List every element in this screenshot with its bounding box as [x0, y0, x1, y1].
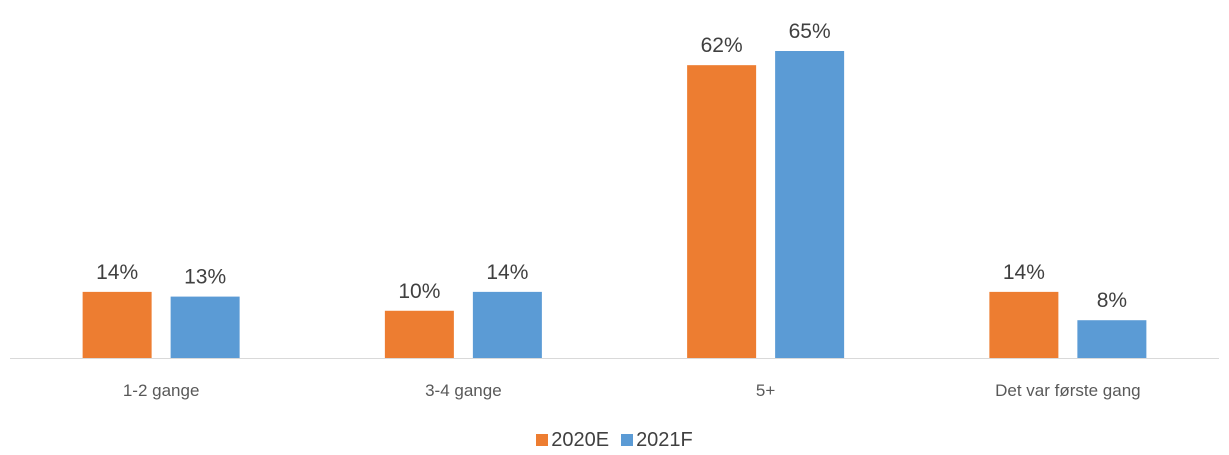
- bar-series-2-cat-1: [170, 296, 240, 358]
- bar-series-2-cat-3: [775, 51, 845, 358]
- value-label-series-1-cat-3: 62%: [701, 34, 743, 57]
- value-label-series-1-cat-1: 14%: [96, 261, 138, 284]
- value-label-series-2-cat-1: 13%: [184, 266, 226, 289]
- category-label-4: Det var første gang: [995, 381, 1141, 400]
- category-labels-group: 1-2 gange 3-4 gange 5+ Det var første gang: [123, 381, 1141, 400]
- value-labels-group: 14% 13% 10% 14% 62% 65% 14% 8%: [96, 20, 1127, 312]
- bar-series-2-cat-4: [1077, 320, 1147, 358]
- value-label-series-2-cat-4: 8%: [1097, 289, 1127, 312]
- value-label-series-1-cat-2: 10%: [398, 280, 440, 303]
- value-label-series-2-cat-2: 14%: [486, 261, 528, 284]
- bars-group: [82, 51, 1147, 359]
- bar-series-1-cat-1: [82, 291, 152, 358]
- legend: 2020E 2021F: [0, 428, 1229, 452]
- legend-item-series-1: 2020E: [536, 428, 609, 452]
- category-label-2: 3-4 gange: [425, 381, 502, 400]
- legend-label-series-2: 2021F: [636, 429, 693, 451]
- bar-chart: 14% 13% 10% 14% 62% 65% 14% 8% 1-2 gange 3-4 gan…: [10, 20, 1219, 400]
- legend-swatch-series-2: [621, 434, 634, 446]
- legend-swatch-series-1: [536, 434, 549, 446]
- value-label-series-2-cat-3: 65%: [789, 20, 831, 43]
- bar-series-1-cat-4: [989, 291, 1059, 358]
- legend-label-series-1: 2020E: [551, 429, 610, 451]
- value-label-series-1-cat-4: 14%: [1003, 261, 1045, 284]
- legend-item-series-2: 2021F: [621, 428, 693, 452]
- category-label-1: 1-2 gange: [123, 381, 200, 400]
- category-label-3: 5+: [756, 381, 775, 400]
- bar-series-1-cat-2: [384, 310, 454, 358]
- bar-series-1-cat-3: [687, 65, 757, 359]
- bar-series-2-cat-2: [472, 291, 542, 358]
